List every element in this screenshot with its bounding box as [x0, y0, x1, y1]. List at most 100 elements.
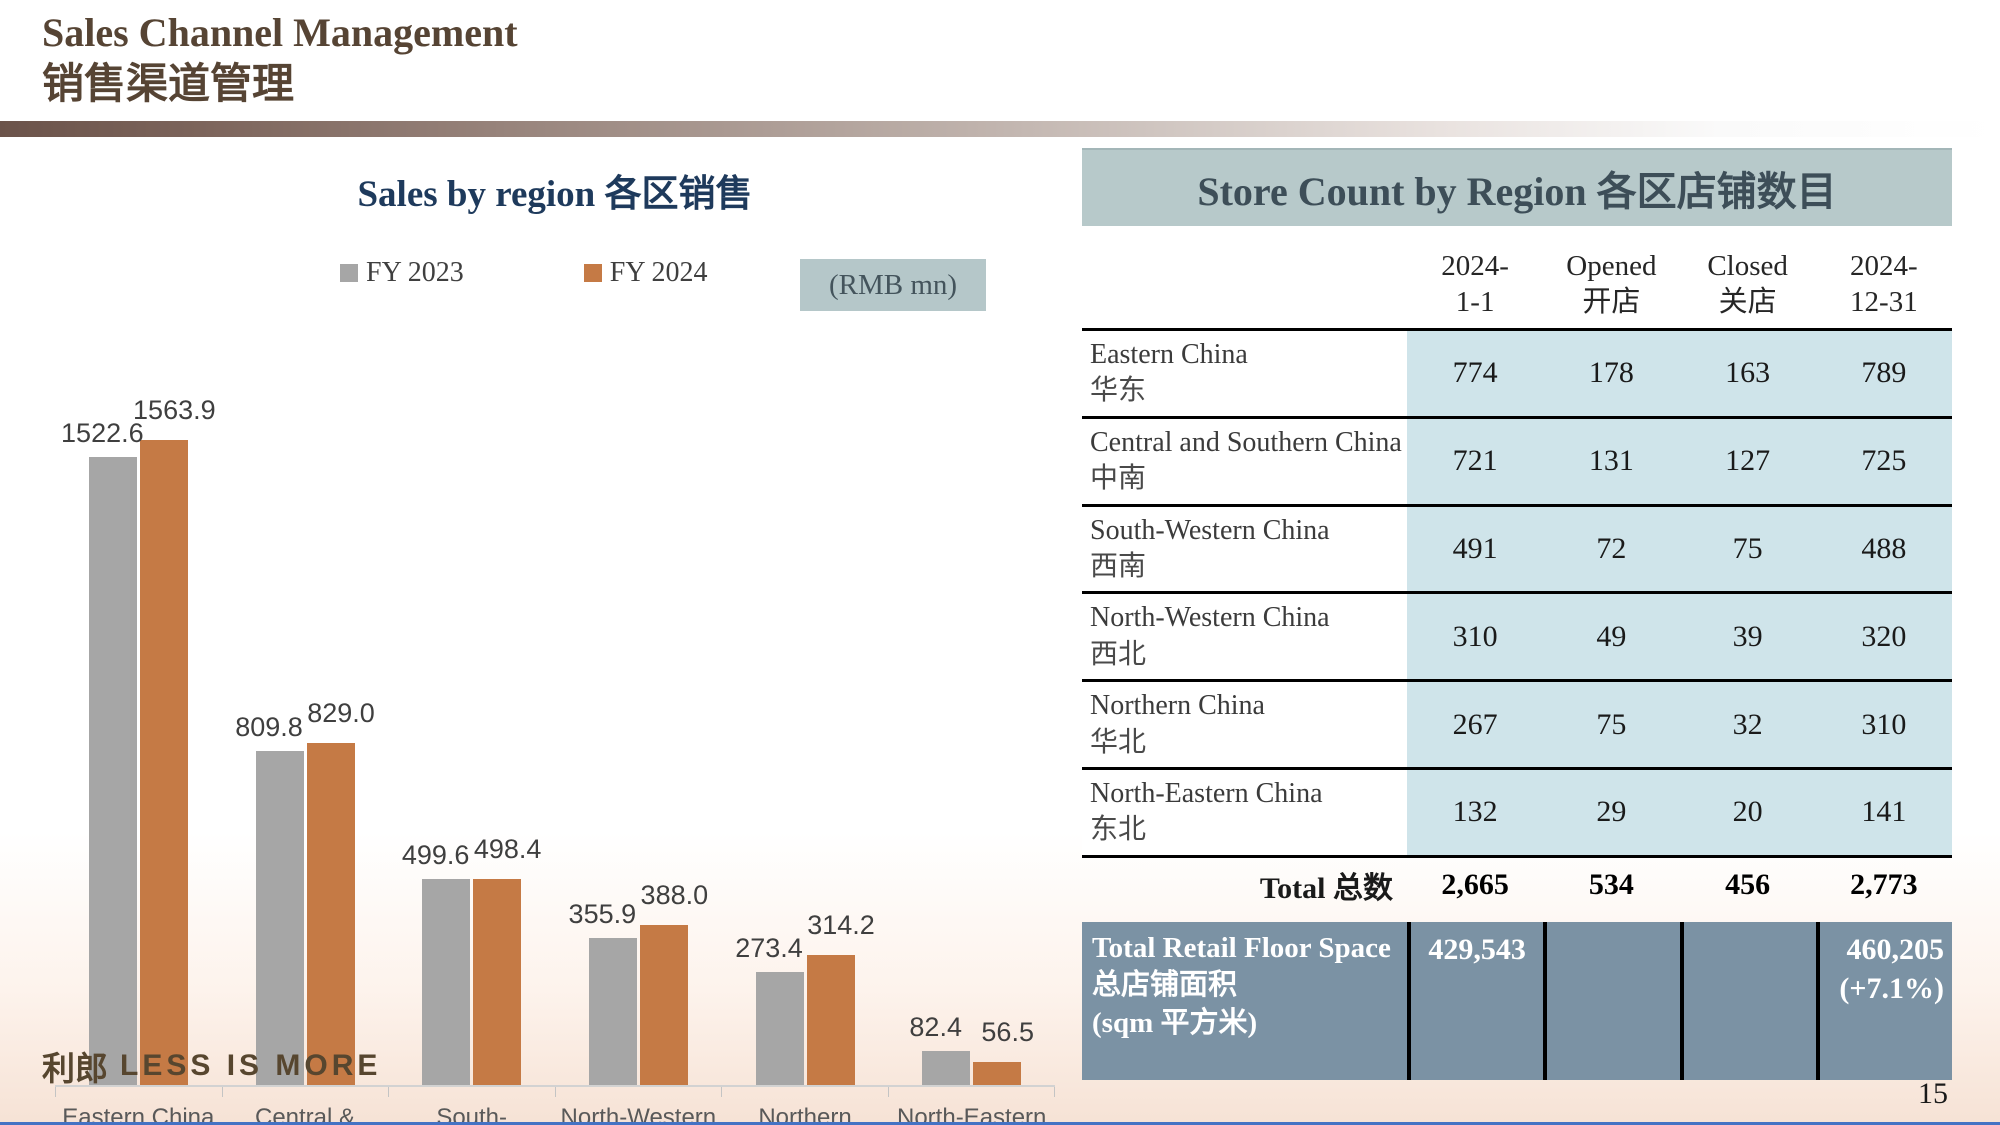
store-count-cell: 72 [1543, 506, 1680, 592]
bar-fy2024 [973, 1061, 1022, 1085]
x-axis-ticks [55, 1085, 1055, 1097]
region-label: Northern China 华北 [1082, 682, 1407, 767]
total-value-cell: 2,665 [1441, 867, 1509, 901]
store-table-panel: Store Count by Region 各区店铺数目 2024- 1-1 Ope… [1082, 148, 1952, 1080]
store-count-cell: 774 [1407, 331, 1544, 416]
logo-slogan: LESS IS MORE [120, 1049, 382, 1082]
bar-fy2024 [139, 440, 188, 1085]
tick-cell [556, 1087, 722, 1097]
bar-value-label: 388.0 [640, 879, 709, 910]
legend-swatch-fy2024 [583, 264, 602, 282]
bar-group-6: 82.4 56.5 [888, 440, 1055, 1085]
region-label: North-Eastern China 东北 [1082, 769, 1407, 855]
sales-chart-panel: Sales by region 各区销售 FY 2023 FY 2024 (RM… [40, 155, 1070, 1125]
legend-swatch-fy2023 [340, 264, 358, 282]
slide-title-zh: 销售渠道管理 [42, 62, 295, 108]
legend-label-fy2023: FY 2023 [366, 257, 464, 288]
category-label-en: Central & Southern China [254, 1104, 356, 1125]
store-count-cell: 39 [1679, 594, 1816, 680]
store-count-cell: 178 [1543, 331, 1680, 416]
legend-item-fy2024: FY 2024 [583, 257, 708, 289]
region-label-en: Eastern China [1090, 339, 1248, 370]
legend-label-fy2024: FY 2024 [609, 257, 708, 288]
bar-fy2024 [806, 955, 855, 1085]
slide-title: Sales Channel Management 销售渠道管理 [42, 8, 518, 113]
bar-fy2023 [422, 878, 471, 1085]
bar-group-2: 809.8 829.0 [222, 440, 389, 1085]
bar-fy2023 [255, 751, 304, 1085]
bar-value-label: 355.9 [568, 899, 637, 930]
floor-value-line: 429,543 [1428, 932, 1526, 966]
total-value-cell: 534 [1588, 867, 1634, 901]
bar-value-label: 498.4 [473, 834, 542, 865]
store-count-cell: 127 [1679, 418, 1816, 504]
page-number: 15 [1918, 1077, 1948, 1110]
column-header-1: 2024- 1-1 [1407, 248, 1543, 329]
floor-value-line: (+7.1%) [1839, 971, 1944, 1005]
column-header-line: 12-31 [1850, 285, 1918, 318]
total-value-cell: 2,773 [1850, 867, 1918, 901]
bar-value-label: 499.6 [401, 839, 470, 870]
tick-cell [223, 1087, 389, 1097]
floor-space-row: Total Retail Floor Space 总店铺面积 (sqm 平方米) 4… [1082, 921, 1952, 1080]
category-label-en: Eastern China [62, 1104, 215, 1125]
region-label-zh: 西南 [1090, 550, 1147, 582]
table-header-row: 2024- 1-1 Opened 开店 Closed 关店 2024- 12-31 [1082, 240, 1952, 328]
region-label: South-Western China 西南 [1082, 506, 1407, 592]
region-label-en: North-Western China [1090, 602, 1330, 634]
region-label: Eastern China 华东 [1082, 331, 1407, 416]
store-count-cell: 49 [1543, 594, 1680, 680]
total-label: Total 总数 [1259, 871, 1393, 905]
total-value-cell: 456 [1725, 867, 1771, 901]
category-label-en: North-Western China [560, 1104, 717, 1125]
slide-title-en: Sales Channel Management [42, 10, 518, 55]
bar-value-label: 82.4 [909, 1012, 962, 1043]
floor-value-line: 460,205 [1846, 932, 1945, 966]
floor-label-line: 总店铺面积 [1092, 969, 1238, 1002]
store-count-cell: 267 [1407, 682, 1544, 767]
bar-value-label: 1522.6 [61, 418, 144, 449]
region-label: North-Western China 西北 [1082, 594, 1407, 680]
region-label-en: South-Western China [1090, 514, 1330, 546]
bar-group-1: 1522.6 1563.9 [55, 395, 222, 1085]
table-row-2: Central and Southern China 中南 721 131 127 725 [1082, 415, 1952, 504]
store-count-cell: 75 [1543, 682, 1680, 767]
bar-group-3: 499.6 498.4 [388, 440, 555, 1085]
floor-value-cell [1543, 921, 1679, 1080]
floor-value-cell: 460,205 (+7.1%) [1815, 921, 1952, 1080]
bar-value-label: 829.0 [307, 698, 375, 729]
column-header-line: Closed [1707, 249, 1788, 282]
bottom-accent-line [0, 1122, 2000, 1125]
floor-label-line: (sqm 平方米) [1092, 1007, 1258, 1040]
region-label-zh: 东北 [1090, 814, 1147, 846]
region-label-en: Northern China [1090, 690, 1265, 722]
region-label-zh: 西北 [1090, 638, 1147, 670]
column-header-2: Opened 开店 [1543, 248, 1679, 329]
store-count-cell: 132 [1407, 769, 1544, 855]
column-header-line: 开店 [1582, 285, 1641, 318]
column-header-line: 2024- [1850, 249, 1918, 282]
store-count-cell: 163 [1679, 331, 1816, 416]
category-labels: Eastern China华东Central & Southern China中… [55, 1103, 1055, 1125]
store-count-cell: 310 [1815, 682, 1952, 767]
store-count-cell: 141 [1815, 769, 1952, 855]
table-title: Store Count by Region 各区店铺数目 [1082, 148, 1952, 226]
legend-item-fy2023: FY 2023 [340, 257, 464, 289]
region-label-zh: 华东 [1090, 375, 1147, 407]
floor-space-label: Total Retail Floor Space 总店铺面积 (sqm 平方米) [1082, 922, 1407, 1080]
bar-groups: 1522.6 1563.9 809.8 829.0 499.6 498.4 355.9 388… [55, 395, 1055, 1085]
floor-value-cell: 429,543 [1407, 921, 1543, 1080]
tick-cell [55, 1087, 223, 1097]
bar-value-label: 809.8 [235, 712, 303, 743]
region-label: Central and Southern China 中南 [1082, 418, 1407, 504]
store-count-cell: 20 [1679, 769, 1816, 855]
category-label-en: North-Eastern China [897, 1104, 1047, 1125]
store-count-cell: 32 [1679, 682, 1816, 767]
bar-fy2024 [639, 925, 688, 1085]
category-label-en: Northern China [758, 1104, 852, 1125]
store-count-cell: 725 [1815, 418, 1952, 504]
bar-fy2024 [473, 879, 522, 1085]
